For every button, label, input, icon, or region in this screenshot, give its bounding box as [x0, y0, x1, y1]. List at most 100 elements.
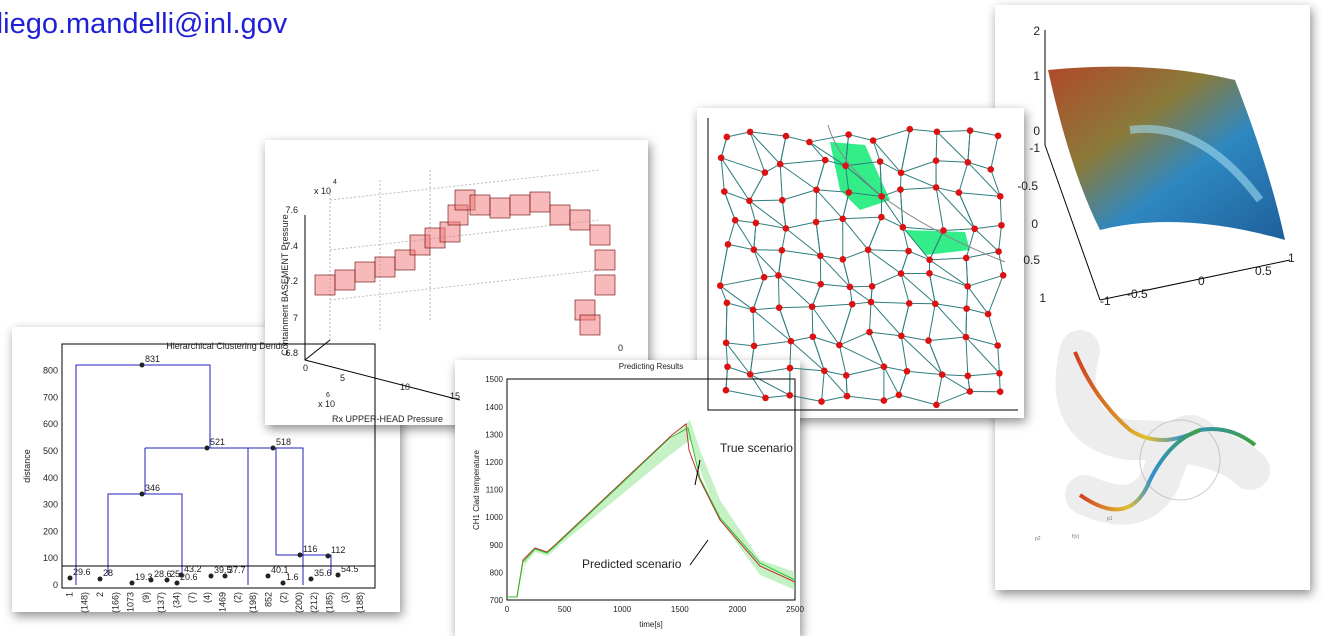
axis-label: Containment BASEMENT Pressure — [280, 214, 290, 355]
vertex — [931, 300, 939, 308]
tick-label: 800 — [490, 568, 504, 577]
email: diego.mandelli@inl.gov — [0, 8, 288, 40]
vertex — [867, 298, 875, 306]
box — [354, 261, 376, 283]
tick-label: 0 — [53, 580, 58, 590]
edge — [935, 131, 938, 161]
edge — [899, 189, 904, 228]
edge — [724, 191, 750, 202]
edge — [752, 307, 780, 311]
leaf-label: (148) — [80, 592, 90, 613]
edge — [720, 136, 728, 158]
tick-label: 1000 — [485, 513, 503, 522]
vertex — [817, 280, 825, 288]
vertex — [746, 371, 754, 378]
surface-highlight — [1129, 124, 1264, 203]
edge — [900, 129, 911, 173]
vertex — [905, 247, 912, 255]
edge — [845, 165, 882, 197]
vertex — [994, 342, 1002, 349]
edge — [868, 249, 909, 252]
leaf-label: 1469 — [217, 592, 227, 612]
edge — [900, 160, 937, 174]
leaf-label: (137) — [156, 592, 166, 613]
edge — [726, 302, 754, 311]
node — [204, 445, 210, 451]
vertex — [775, 272, 782, 279]
edge — [867, 249, 902, 275]
edge — [749, 345, 755, 375]
vertex — [723, 299, 731, 307]
leaf-label: (198) — [248, 592, 258, 613]
vertex — [717, 154, 725, 162]
vertex — [996, 193, 1004, 200]
leaf-label: 1 — [64, 592, 74, 597]
tick-label: 1500 — [671, 605, 689, 614]
tick-label: 800 — [43, 366, 58, 376]
edge — [809, 134, 849, 143]
tick-label: 1500 — [485, 375, 503, 384]
tick-label: 700 — [43, 392, 58, 402]
edge — [781, 200, 787, 229]
vertex — [786, 391, 794, 399]
box — [589, 224, 611, 246]
vertex — [787, 337, 795, 345]
edge — [872, 140, 881, 162]
vertex — [926, 256, 933, 264]
edge — [816, 218, 843, 223]
vertex — [998, 221, 1005, 229]
tick-label: -0.5 — [1017, 179, 1038, 193]
edge — [987, 275, 1004, 315]
tick-label: 600 — [43, 419, 58, 429]
leaf-label: 2 — [95, 592, 105, 597]
node-label: 39.5 — [214, 565, 232, 575]
vertex — [971, 225, 978, 233]
vertex — [905, 300, 913, 307]
vertex — [868, 282, 876, 290]
tick-label: 200 — [43, 526, 58, 536]
box — [529, 191, 551, 213]
edge — [965, 337, 969, 376]
vertex — [845, 131, 852, 138]
edge — [928, 303, 936, 341]
vertex — [880, 397, 888, 404]
node — [97, 576, 103, 582]
prediction-frame — [506, 378, 796, 601]
vertex — [933, 128, 941, 136]
leaf-label: (7) — [187, 592, 197, 603]
edge — [748, 200, 757, 224]
edge — [935, 374, 943, 405]
box — [469, 194, 491, 216]
vertex — [987, 166, 995, 173]
prediction-panel — [455, 360, 800, 636]
edge — [879, 161, 883, 197]
vertex — [932, 184, 940, 191]
dendrogram-frame — [61, 343, 376, 589]
box — [569, 209, 591, 231]
edge — [752, 309, 792, 342]
edge — [781, 249, 821, 257]
annotation: True scenario — [720, 441, 793, 455]
node — [335, 572, 341, 578]
vertex — [721, 188, 728, 195]
box — [314, 274, 336, 296]
tick-label: -0.5 — [1127, 287, 1148, 301]
edge — [929, 259, 968, 287]
edge — [779, 163, 817, 191]
edge — [755, 222, 786, 229]
edge — [838, 344, 847, 376]
tube-label: p1 — [1107, 516, 1113, 522]
vertex — [813, 186, 820, 194]
edge — [900, 273, 936, 305]
edge — [811, 306, 840, 346]
vertex — [878, 213, 885, 221]
vertex — [839, 256, 847, 263]
edge — [883, 366, 900, 396]
vertex — [723, 133, 731, 141]
edge — [819, 255, 851, 288]
edge — [867, 216, 882, 250]
exponent: 4 — [333, 179, 337, 186]
vertex — [994, 132, 1002, 140]
vertex — [897, 270, 905, 277]
